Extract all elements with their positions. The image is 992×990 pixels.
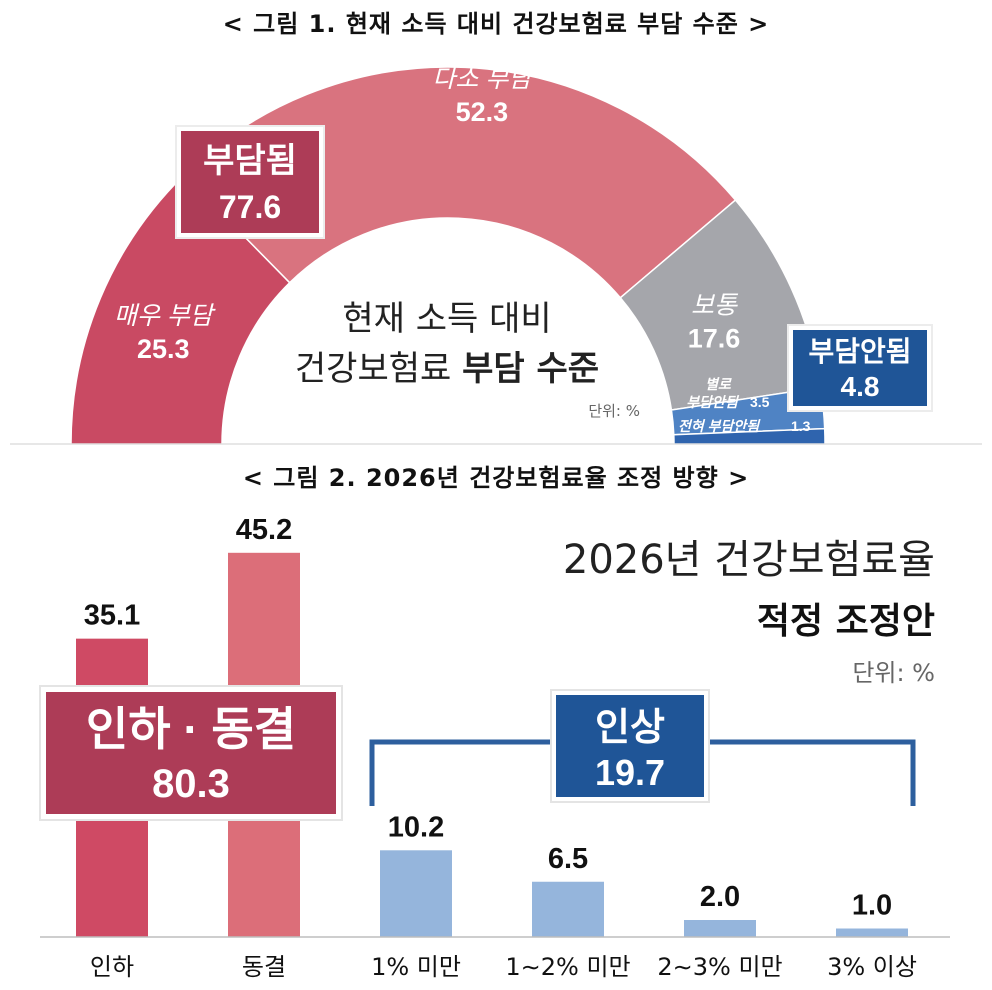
decrease-group-value: 80.3 — [152, 762, 230, 806]
donut-label-not-much: 별로 부담안됨 — [686, 376, 740, 410]
bar-over-3 — [836, 928, 908, 937]
noburden-group-label: 부담안됨 — [808, 336, 911, 367]
bar-category-1-to-2: 1∼2% 미만 — [505, 953, 630, 981]
figure2-subheading: 적정 조정안 — [757, 601, 935, 642]
increase-group-value: 19.7 — [595, 752, 665, 793]
donut-label-some-burden: 다소 부담 — [432, 65, 534, 93]
bar-value-decrease: 35.1 — [84, 600, 140, 632]
donut-value-not-much: 3.5 — [750, 394, 770, 410]
figure2-unit: 단위: % — [852, 659, 935, 687]
center-label-line2: 건강보험료 부담 수준 — [295, 349, 599, 389]
increase-group-label: 인상 — [595, 707, 665, 749]
donut-value-normal: 17.6 — [688, 323, 741, 353]
bar-value-freeze: 45.2 — [236, 514, 292, 546]
donut-label-not-at-all: 전혀 부담안됨 — [678, 418, 761, 434]
decrease-group-label: 인하 · 동결 — [86, 703, 296, 755]
burden-group-box: 부담됨 77.6 — [175, 125, 325, 239]
noburden-group-box: 부담안됨 4.8 — [787, 324, 933, 412]
noburden-box-fill — [793, 330, 927, 406]
donut-value-not-at-all: 1.3 — [791, 418, 811, 434]
noburden-group-value: 4.8 — [841, 371, 880, 402]
bar-category-2-to-3: 2∼3% 미만 — [657, 953, 782, 981]
bar-category-freeze: 동결 — [242, 953, 286, 981]
donut-labels: 매우 부담 25.3 다소 부담 52.3 보통 17.6 별로 부담안됨 3.5 전혀 부담안됨… — [114, 65, 811, 434]
burden-group-value: 77.6 — [219, 189, 281, 225]
bar-category-under-1: 1% 미만 — [371, 953, 461, 981]
bar-category-decrease: 인하 — [90, 953, 134, 981]
donut-label-very-burden: 매우 부담 — [114, 302, 216, 330]
bar-under-1 — [380, 850, 452, 937]
increase-group-box: 인상 19.7 — [550, 689, 710, 803]
figure2-title: < 그림 2. 2026년 건강보험료율 조정 방향 > — [242, 464, 750, 492]
center-label-line1: 현재 소득 대비 — [342, 299, 551, 339]
center-label-normal: 건강보험료 — [295, 349, 462, 389]
bar-2-to-3 — [684, 920, 756, 937]
center-label-bold: 부담 수준 — [462, 349, 599, 389]
bar-1-to-2 — [532, 881, 604, 937]
bar-category-over-3: 3% 이상 — [827, 953, 917, 981]
donut-label-normal: 보통 — [691, 291, 739, 319]
figure2-heading: 2026년 건강보험료율 — [563, 537, 935, 583]
bar-value-2-to-3: 2.0 — [700, 881, 740, 913]
bar-value-over-3: 1.0 — [852, 890, 892, 922]
donut-slice-some-burden — [182, 66, 737, 299]
bar-value-1-to-2: 6.5 — [548, 843, 588, 875]
bar-value-under-1: 10.2 — [388, 811, 444, 843]
decrease-box-fill — [46, 692, 336, 814]
donut-value-some-burden: 52.3 — [456, 97, 509, 127]
figure1-unit: 단위: % — [588, 402, 640, 420]
figure1-title: < 그림 1. 현재 소득 대비 건강보험료 부담 수준 > — [222, 10, 770, 38]
burden-box-fill — [181, 131, 319, 233]
decrease-group-box: 인하 · 동결 80.3 — [39, 685, 343, 821]
increase-box-fill — [556, 695, 704, 797]
burden-group-label: 부담됨 — [203, 142, 297, 180]
donut-value-very-burden: 25.3 — [137, 334, 190, 364]
